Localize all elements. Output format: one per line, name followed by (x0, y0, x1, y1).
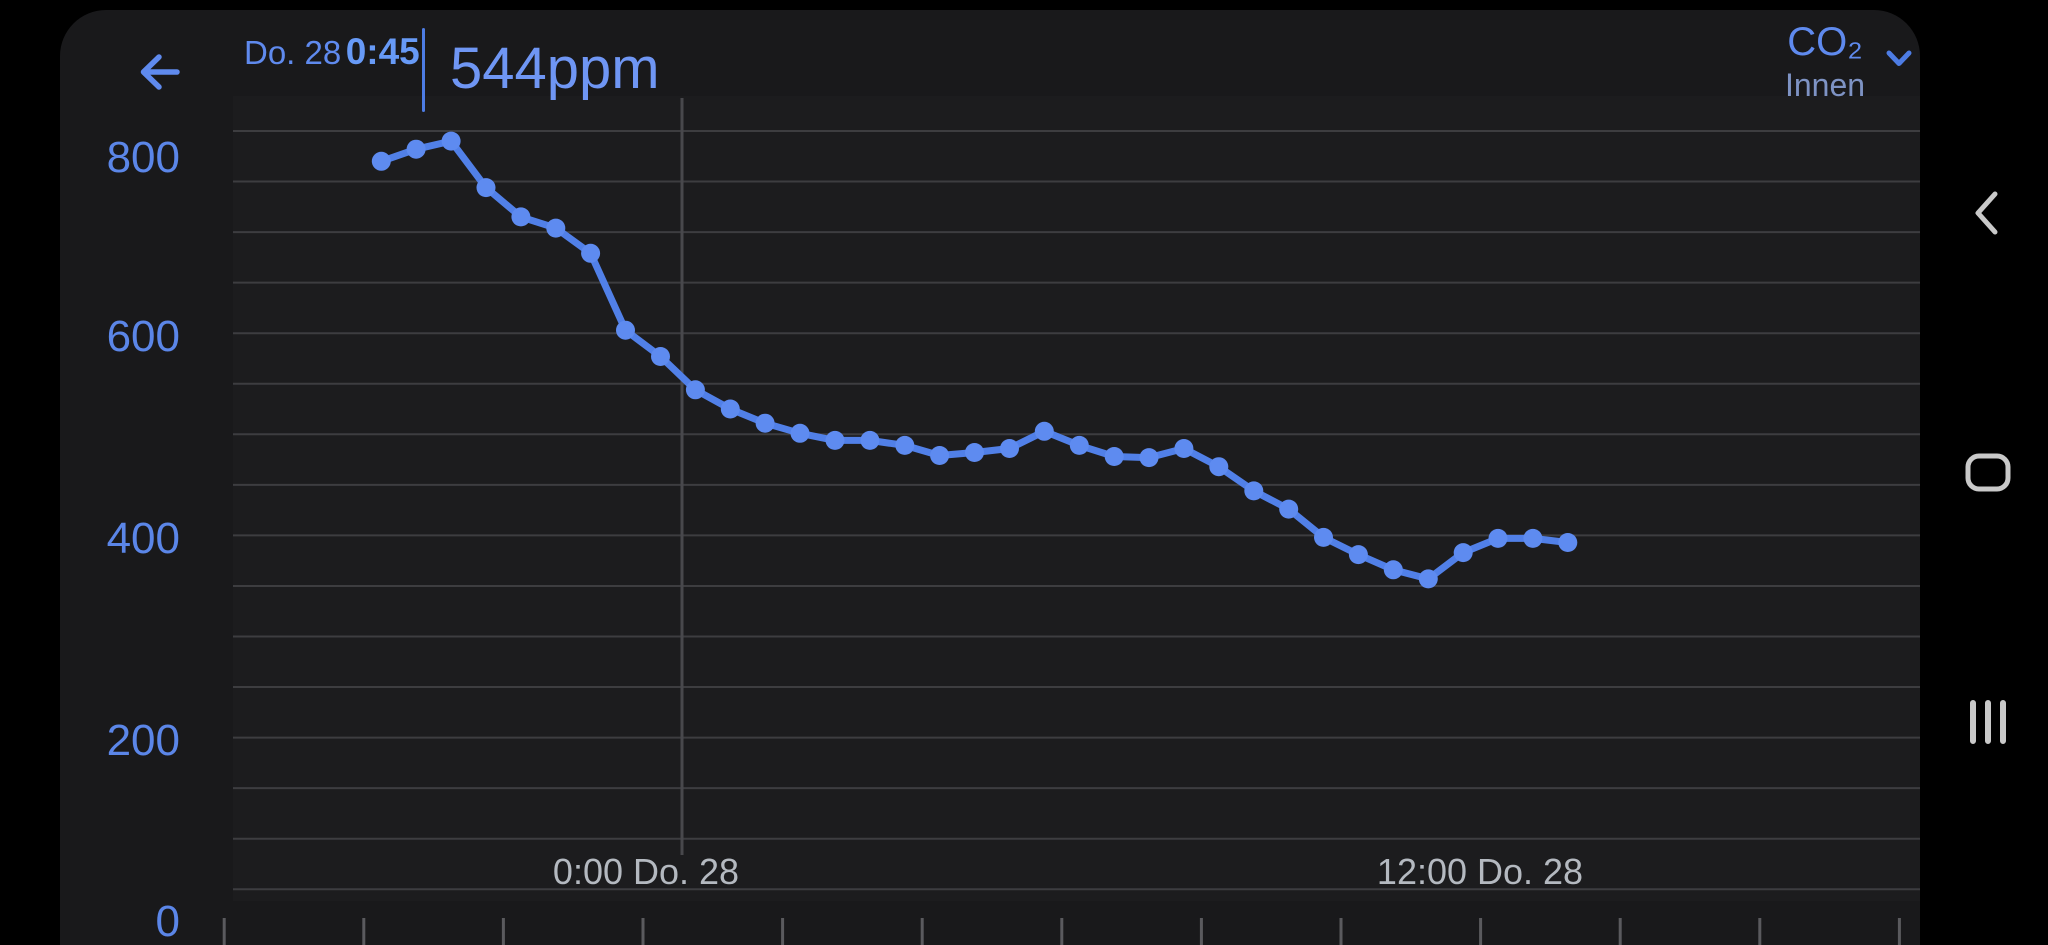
data-point[interactable] (1209, 457, 1229, 477)
nav-home-button[interactable] (1960, 444, 2016, 500)
data-point[interactable] (1174, 439, 1194, 458)
x-axis-label: 0:00 Do. 28 (553, 851, 739, 892)
selected-date-label: Do. 28 (244, 34, 342, 71)
chevron-down-icon (1884, 48, 1914, 70)
data-point[interactable] (441, 131, 461, 151)
data-point[interactable] (406, 139, 426, 159)
data-point[interactable] (895, 435, 915, 455)
nav-recents-button[interactable] (1960, 694, 2016, 750)
data-point[interactable] (965, 443, 984, 462)
data-point[interactable] (651, 347, 670, 366)
metric-label: CO₂ (1787, 20, 1863, 64)
nav-back-icon (1960, 185, 2016, 241)
data-point[interactable] (511, 207, 531, 227)
metric-selector[interactable]: CO₂ Innen (1740, 18, 1912, 104)
data-point[interactable] (1104, 447, 1124, 466)
current-reading-value: 544ppm (450, 36, 660, 101)
data-point[interactable] (1069, 435, 1089, 455)
selected-datetime: Do. 28 0:45 (244, 30, 420, 74)
data-point[interactable] (371, 151, 391, 171)
selected-time-label: 0:45 (345, 31, 420, 72)
co2-line-chart: 0:00 Do. 28 12:00 Do. 28 800 600 400 200 0 (107, 98, 1920, 945)
data-point[interactable] (825, 430, 845, 450)
y-axis-label: 600 (107, 312, 180, 361)
data-point[interactable] (755, 413, 775, 433)
data-point[interactable] (1453, 543, 1473, 563)
location-label: Innen (1784, 67, 1866, 103)
data-point[interactable] (1139, 448, 1159, 468)
data-point[interactable] (1314, 527, 1333, 547)
y-axis-label: 200 (107, 716, 180, 765)
data-point[interactable] (1523, 528, 1543, 548)
data-point[interactable] (1279, 499, 1299, 519)
x-axis-label: 12:00 Do. 28 (1377, 851, 1583, 892)
data-point[interactable] (860, 430, 880, 450)
nav-recents-icon (1960, 694, 2016, 750)
nav-home-icon (1960, 444, 2016, 500)
y-axis-label: 0 (156, 897, 180, 945)
data-point[interactable] (1488, 528, 1508, 548)
data-point[interactable] (1034, 421, 1054, 441)
data-point[interactable] (1244, 481, 1264, 501)
data-point[interactable] (1383, 560, 1403, 580)
data-point[interactable] (1418, 569, 1438, 589)
plot-area (233, 96, 1920, 901)
data-point[interactable] (1000, 439, 1019, 458)
back-arrow-icon (132, 46, 184, 98)
data-point[interactable] (930, 446, 950, 465)
data-point[interactable] (581, 243, 601, 263)
nav-back-button[interactable] (1960, 185, 2016, 241)
data-point[interactable] (1348, 545, 1368, 565)
data-point[interactable] (1558, 533, 1578, 552)
data-point[interactable] (790, 423, 810, 443)
co2-line-series (377, 137, 1572, 583)
y-axis-label: 800 (107, 133, 180, 182)
y-axis-label: 400 (107, 514, 180, 563)
header-divider (422, 28, 425, 112)
app-window: Do. 28 0:45 544ppm CO₂ Innen 0:00 Do. 28… (60, 10, 1920, 945)
data-point[interactable] (476, 178, 496, 198)
data-point[interactable] (546, 218, 566, 238)
data-point[interactable] (720, 399, 740, 419)
data-point[interactable] (685, 380, 705, 400)
android-navbar (1920, 0, 2048, 945)
back-button[interactable] (132, 46, 184, 98)
data-point[interactable] (616, 320, 635, 340)
